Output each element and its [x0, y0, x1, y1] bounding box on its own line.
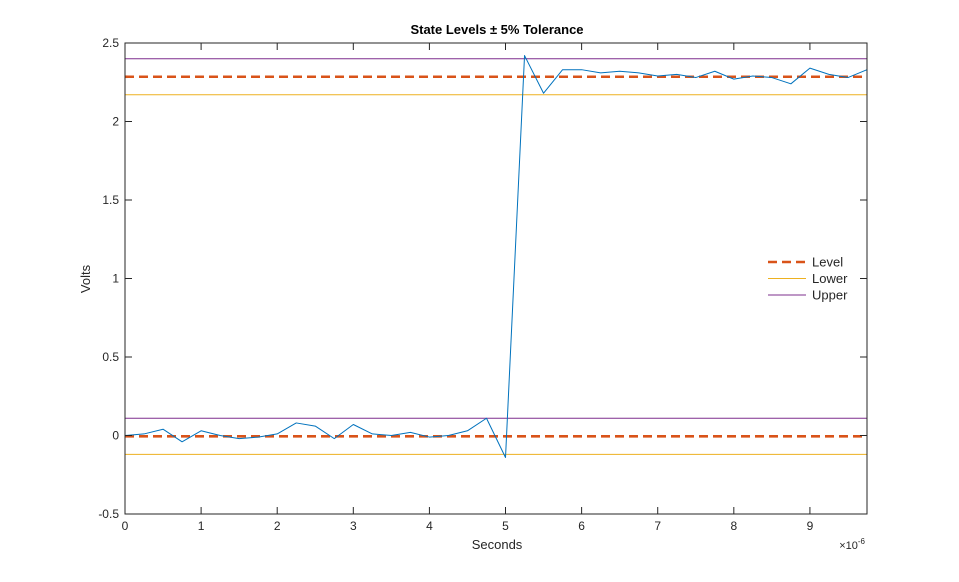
x-tick-label: 5: [502, 519, 509, 533]
x-tick-label: 3: [350, 519, 357, 533]
signal-line: [124, 55, 868, 458]
x-axis-label: Seconds: [472, 537, 523, 552]
x-tick-label: 4: [426, 519, 433, 533]
x-tick-label: 2: [274, 519, 281, 533]
legend-label-lower: Lower: [812, 271, 848, 286]
x-tick-label: 8: [730, 519, 737, 533]
x-tick-label: 6: [578, 519, 585, 533]
y-tick-label: 2: [112, 115, 119, 129]
x-axis-exponent: ×10-6: [839, 537, 865, 552]
x-tick-label: 1: [198, 519, 205, 533]
plot-area: [125, 43, 867, 514]
y-tick-label: -0.5: [98, 507, 119, 521]
y-tick-label: 1: [112, 272, 119, 286]
x-tick-label: 0: [122, 519, 129, 533]
y-tick-label: 0.5: [102, 350, 119, 364]
legend-label-level: Level: [812, 255, 843, 270]
legend-label-upper: Upper: [812, 288, 848, 303]
y-axis-label: Volts: [78, 264, 93, 293]
x-tick-label: 7: [654, 519, 661, 533]
chart-title: State Levels ± 5% Tolerance: [410, 22, 583, 37]
x-axis-exponent-power: -6: [858, 537, 866, 546]
x-axis-exponent-base: ×10: [839, 540, 858, 552]
y-tick-label: 0: [112, 429, 119, 443]
y-tick-label: 2.5: [102, 36, 119, 50]
x-tick-label: 9: [807, 519, 814, 533]
y-tick-label: 1.5: [102, 193, 119, 207]
